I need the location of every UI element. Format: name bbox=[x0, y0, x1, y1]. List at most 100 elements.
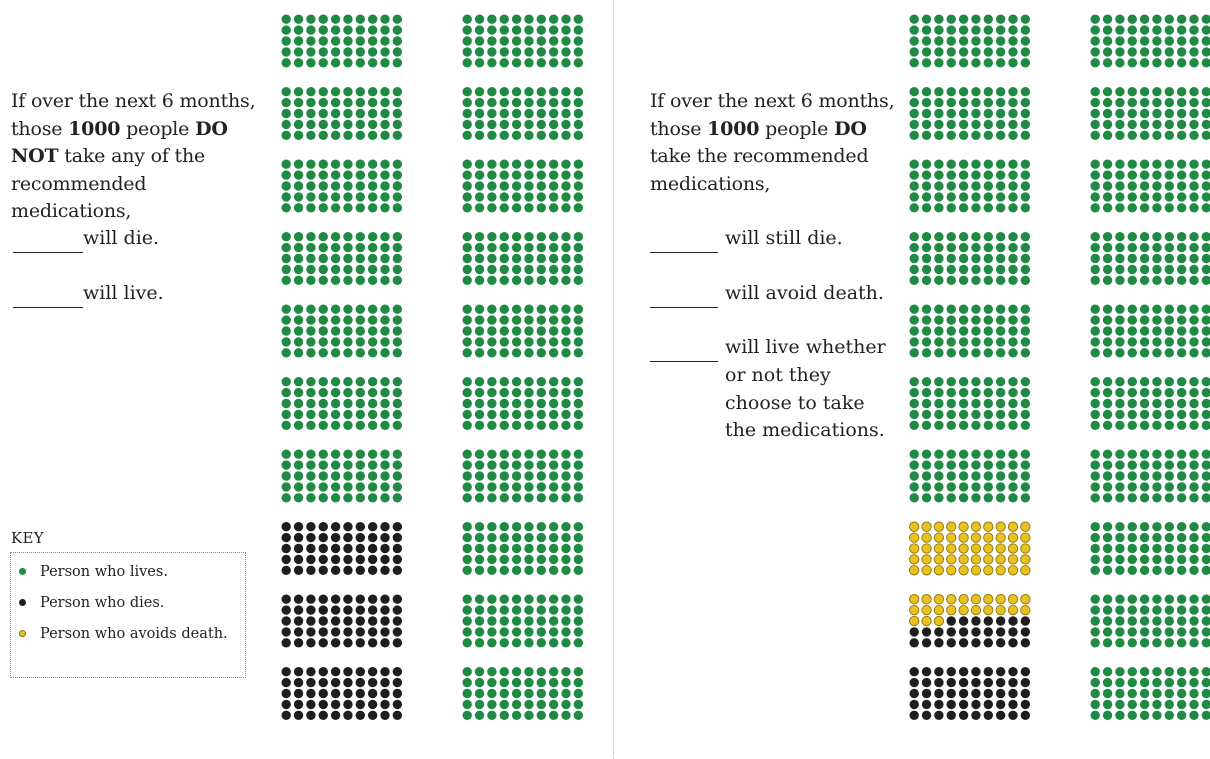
left-person-lives bbox=[499, 409, 509, 420]
left-person-dies bbox=[367, 710, 378, 720]
left-person-dies bbox=[380, 688, 390, 699]
left-person-dies bbox=[281, 699, 291, 710]
left-person-lives bbox=[536, 14, 546, 24]
will-still-die-blank[interactable] bbox=[650, 224, 718, 253]
left-person-lives bbox=[573, 688, 584, 699]
left-person-lives bbox=[318, 130, 328, 140]
left-person-lives bbox=[306, 348, 316, 358]
left-person-lives bbox=[462, 203, 472, 213]
left-person-lives bbox=[573, 337, 584, 347]
left-person-lives bbox=[318, 119, 328, 130]
left-person-dies bbox=[306, 522, 316, 532]
left-person-lives bbox=[536, 638, 546, 648]
right-person-lives bbox=[1139, 493, 1150, 503]
left-person-lives bbox=[536, 699, 546, 710]
left-person-lives bbox=[548, 348, 559, 358]
left-person-lives bbox=[330, 203, 341, 213]
right-person-lives bbox=[1090, 119, 1100, 130]
right-person-lives bbox=[1152, 460, 1162, 470]
right-person-dies bbox=[958, 677, 969, 688]
right-person-lives bbox=[1008, 192, 1018, 202]
right-person-lives bbox=[1139, 565, 1150, 575]
right-person-lives bbox=[1176, 522, 1187, 532]
will-die-blank[interactable] bbox=[13, 224, 83, 253]
left-person-lives bbox=[343, 449, 353, 459]
left-person-lives bbox=[355, 398, 365, 409]
right-person-lives bbox=[946, 315, 956, 325]
left-person-lives bbox=[343, 36, 353, 46]
left-person-lives bbox=[343, 493, 353, 503]
will-avoid-death-blank[interactable] bbox=[650, 279, 718, 308]
right-person-lives bbox=[1020, 108, 1031, 119]
right-person-dies bbox=[909, 710, 919, 720]
left-person-lives bbox=[561, 554, 571, 565]
right-person-lives bbox=[1152, 554, 1162, 565]
right-person-lives bbox=[1090, 377, 1100, 387]
right-person-lives bbox=[1152, 677, 1162, 688]
left-person-lives bbox=[474, 181, 485, 191]
left-person-dies bbox=[330, 616, 341, 626]
left-person-lives bbox=[293, 159, 304, 169]
left-person-lives bbox=[343, 87, 353, 97]
left-person-lives bbox=[367, 409, 378, 420]
left-person-lives bbox=[380, 47, 390, 57]
left-person-dies bbox=[293, 522, 304, 532]
right-person-lives bbox=[995, 242, 1006, 253]
left-person-lives bbox=[462, 192, 472, 202]
right-person-lives bbox=[921, 58, 932, 68]
left-person-lives bbox=[380, 253, 390, 264]
right-person-lives bbox=[1102, 605, 1113, 615]
right-person-lives bbox=[1115, 326, 1125, 336]
right-person-avoids-death bbox=[995, 554, 1006, 565]
left-person-lives bbox=[355, 232, 365, 242]
left-person-dies bbox=[293, 627, 304, 637]
left-person-lives bbox=[293, 387, 304, 398]
right-person-lives bbox=[921, 87, 932, 97]
right-person-lives bbox=[1201, 232, 1210, 242]
right-person-lives bbox=[1127, 409, 1137, 420]
right-person-dies bbox=[971, 638, 981, 648]
left-person-lives bbox=[392, 264, 403, 275]
left-person-lives bbox=[462, 398, 472, 409]
right-person-lives bbox=[1090, 58, 1100, 68]
will-live-whether-blank[interactable] bbox=[650, 333, 718, 362]
left-person-lives bbox=[474, 348, 485, 358]
left-person-dies bbox=[318, 616, 328, 626]
right-person-lives bbox=[1189, 97, 1199, 108]
left-person-dies bbox=[318, 638, 328, 648]
left-person-dies bbox=[367, 532, 378, 543]
right-person-lives bbox=[1201, 326, 1210, 336]
right-person-lives bbox=[1189, 47, 1199, 57]
left-person-lives bbox=[499, 119, 509, 130]
left-person-lives bbox=[536, 594, 546, 604]
left-person-lives bbox=[343, 460, 353, 470]
right-person-lives bbox=[1127, 159, 1137, 169]
left-person-lives bbox=[511, 47, 522, 57]
right-person-lives bbox=[983, 493, 993, 503]
left-person-lives bbox=[524, 554, 534, 565]
right-person-lives bbox=[1164, 315, 1174, 325]
right-person-lives bbox=[1090, 25, 1100, 35]
right-person-lives bbox=[1127, 14, 1137, 24]
left-prompt-line-2: those 1000 people DO bbox=[11, 117, 228, 140]
right-person-lives bbox=[921, 232, 932, 242]
left-person-lives bbox=[561, 532, 571, 543]
left-person-dies bbox=[306, 627, 316, 637]
left-person-lives bbox=[367, 58, 378, 68]
right-person-lives bbox=[1139, 532, 1150, 543]
right-person-avoids-death bbox=[983, 565, 994, 576]
right-person-lives bbox=[1139, 203, 1150, 213]
right-person-lives bbox=[921, 264, 932, 275]
right-person-lives bbox=[1152, 242, 1162, 253]
right-person-lives bbox=[995, 377, 1006, 387]
left-person-lives bbox=[392, 192, 403, 202]
will-live-blank[interactable] bbox=[13, 279, 83, 308]
right-person-dies bbox=[971, 699, 981, 710]
right-person-lives bbox=[1127, 565, 1137, 575]
right-person-lives bbox=[1176, 181, 1187, 191]
right-person-lives bbox=[1115, 232, 1125, 242]
left-person-dies bbox=[367, 543, 378, 554]
left-person-lives bbox=[318, 203, 328, 213]
left-person-lives bbox=[536, 554, 546, 565]
right-person-dies bbox=[983, 677, 993, 688]
